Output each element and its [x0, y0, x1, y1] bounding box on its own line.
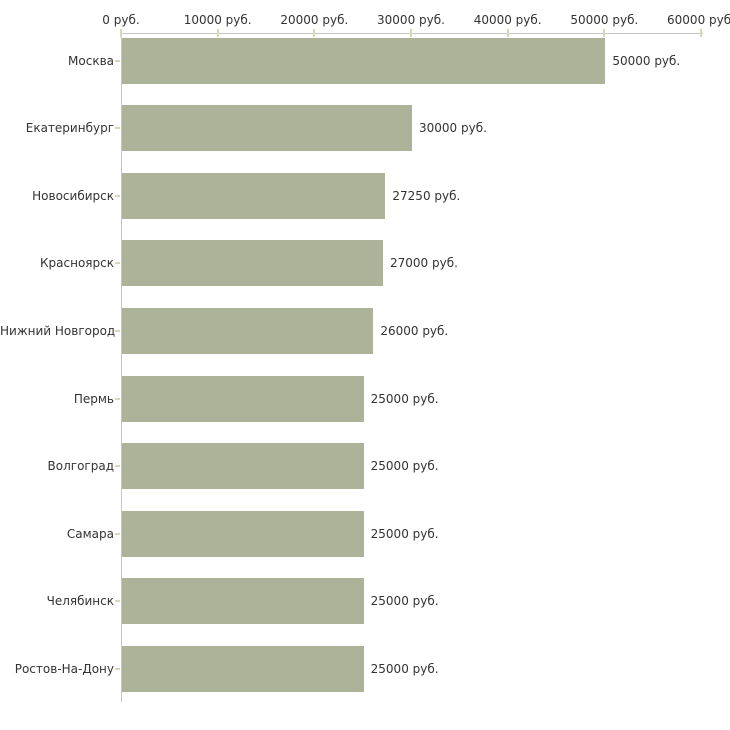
bar-value-label: 25000 руб. — [370, 594, 439, 609]
bar-value-label: 27250 руб. — [392, 188, 461, 203]
x-axis-tick-label: 0 руб. — [102, 13, 140, 27]
x-axis-line — [121, 33, 703, 34]
category-tick-mark — [115, 262, 120, 265]
bar — [122, 645, 364, 692]
x-axis-tick-mark — [313, 29, 316, 37]
x-axis-tick-mark — [700, 29, 702, 37]
category-label: Волгоград — [47, 459, 114, 474]
bar — [122, 172, 386, 219]
bar — [122, 443, 364, 490]
category-label: Красноярск — [40, 256, 114, 271]
y-axis-line — [121, 33, 122, 702]
bar — [122, 37, 606, 84]
category-tick-mark — [115, 194, 120, 197]
category-label: Нижний Новгород — [0, 323, 116, 338]
bar-value-label: 50000 руб. — [612, 53, 681, 68]
category-tick-mark — [115, 329, 120, 332]
bar — [122, 578, 364, 625]
x-axis-tick-label: 40000 руб. — [473, 13, 542, 27]
bar-value-label: 26000 руб. — [380, 323, 449, 338]
bar-value-label: 30000 руб. — [419, 121, 487, 136]
x-axis-tick-label: 20000 руб. — [280, 13, 349, 27]
x-axis-tick-mark — [506, 29, 509, 37]
category-label: Екатеринбург — [25, 121, 114, 136]
x-axis-tick-label: 60000 руб. — [667, 13, 730, 27]
category-label: Самара — [66, 526, 114, 541]
bar-value-label: 25000 руб. — [370, 391, 439, 406]
category-label: Ростов-На-Дону — [14, 661, 114, 676]
category-tick-mark — [115, 59, 120, 62]
category-tick-mark — [115, 397, 120, 400]
bar — [122, 510, 364, 557]
category-label: Москва — [68, 53, 114, 68]
category-tick-mark — [115, 465, 120, 468]
bar-value-label: 25000 руб. — [370, 459, 439, 474]
category-tick-mark — [115, 532, 120, 535]
bar — [122, 105, 412, 152]
category-label: Пермь — [73, 391, 114, 406]
x-axis-tick-mark — [603, 29, 606, 37]
x-axis-tick-label: 30000 руб. — [377, 13, 445, 27]
x-axis-tick-mark — [120, 29, 122, 37]
bar-value-label: 27000 руб. — [390, 256, 458, 271]
x-axis-tick-mark — [216, 29, 219, 37]
category-label: Челябинск — [46, 594, 114, 609]
bar — [122, 375, 364, 422]
bar — [122, 240, 383, 287]
x-axis-tick-mark — [410, 29, 412, 37]
category-tick-mark — [115, 600, 120, 603]
x-axis-tick-label: 50000 руб. — [570, 13, 639, 27]
x-axis-tick-label: 10000 руб. — [183, 13, 252, 27]
category-label: Новосибирск — [32, 188, 114, 203]
bar-value-label: 25000 руб. — [370, 526, 439, 541]
bar — [122, 307, 374, 354]
category-tick-mark — [115, 127, 120, 130]
category-tick-mark — [115, 667, 120, 670]
bar-value-label: 25000 руб. — [370, 661, 439, 676]
